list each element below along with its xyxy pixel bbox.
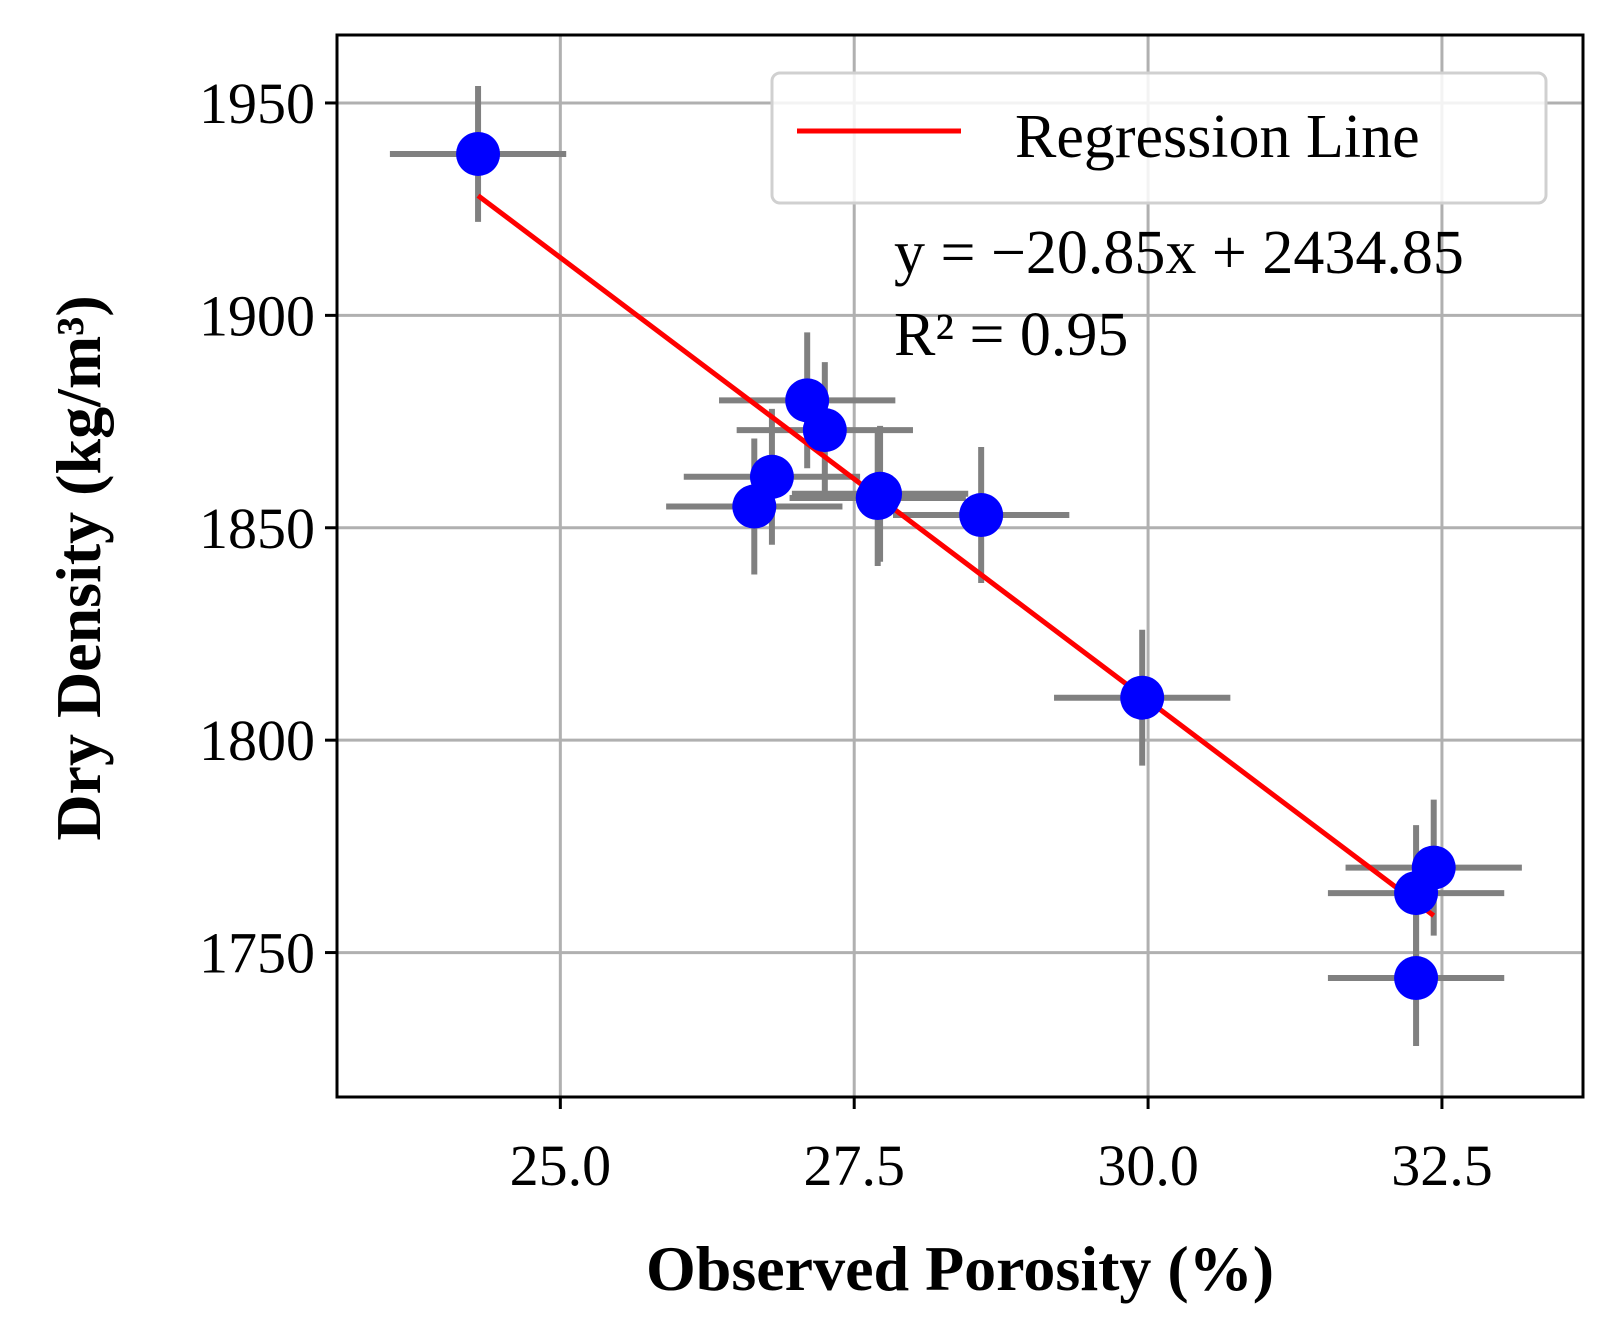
x-tick-label: 27.5 <box>803 1133 905 1198</box>
data-point <box>456 131 501 176</box>
regression-layer <box>476 193 1436 918</box>
x-axis-label: Observed Porosity (%) <box>646 1233 1274 1304</box>
legend: Regression Line <box>770 71 1548 205</box>
data-point <box>1120 675 1165 720</box>
y-axis-label: Dry Density (kg/m³) <box>43 295 114 840</box>
y-tick-label: 1750 <box>199 921 315 986</box>
ticks: 25.0 27.5 30.0 32.5 1750 1800 1850 1900 1950 <box>199 71 1493 1198</box>
data-point <box>1394 956 1439 1001</box>
data-point <box>802 408 847 453</box>
data-points <box>456 131 1456 1001</box>
regression-equation: y = −20.85x + 2434.85 <box>894 219 1464 287</box>
x-tick-label: 32.5 <box>1391 1133 1493 1198</box>
y-tick-label: 1950 <box>199 71 315 136</box>
y-tick-label: 1850 <box>199 496 315 561</box>
legend-box <box>770 71 1548 205</box>
data-point <box>858 471 903 516</box>
data-point <box>959 493 1004 538</box>
data-point <box>749 454 794 499</box>
regression-line <box>476 193 1436 918</box>
y-tick-label: 1900 <box>199 283 315 348</box>
x-tick-label: 30.0 <box>1097 1133 1199 1198</box>
y-tick-label: 1800 <box>199 708 315 773</box>
plot-frame <box>335 33 1585 1099</box>
regression-r-squared: R² = 0.95 <box>894 301 1128 369</box>
data-point <box>1411 845 1456 890</box>
legend-label-regression: Regression Line <box>1015 103 1420 171</box>
x-tick-label: 25.0 <box>510 1133 612 1198</box>
